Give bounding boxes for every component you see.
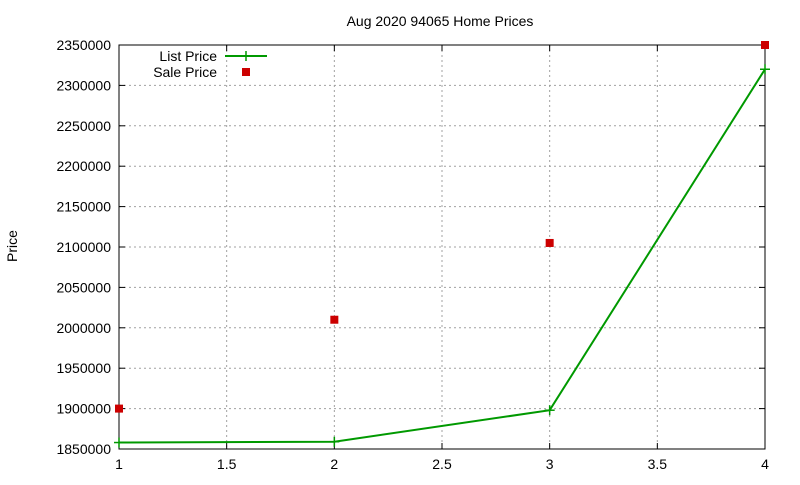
y-tick-label: 1950000 bbox=[56, 360, 111, 376]
y-tick-label: 2250000 bbox=[56, 118, 111, 134]
legend-swatch-marker bbox=[242, 68, 250, 76]
data-point bbox=[545, 238, 554, 247]
y-tick-label: 2150000 bbox=[56, 199, 111, 215]
y-tick-label: 1900000 bbox=[56, 401, 111, 417]
y-tick-label: 2350000 bbox=[56, 37, 111, 53]
grid bbox=[119, 45, 765, 449]
data-point bbox=[330, 315, 339, 324]
x-tick-label: 4 bbox=[761, 456, 769, 472]
y-tick-label: 2050000 bbox=[56, 279, 111, 295]
x-tick-label: 1 bbox=[115, 456, 123, 472]
y-tick-label: 2000000 bbox=[56, 320, 111, 336]
labels: Aug 2020 94065 Home Prices Price bbox=[4, 13, 533, 262]
plot-area bbox=[114, 41, 770, 448]
y-tick-label: 1850000 bbox=[56, 441, 111, 457]
data-point bbox=[761, 41, 769, 49]
legend-label: List Price bbox=[159, 48, 217, 64]
x-tick-label: 2.5 bbox=[432, 456, 452, 472]
y-tick-label: 2200000 bbox=[56, 158, 111, 174]
x-tick-label: 1.5 bbox=[217, 456, 237, 472]
x-tick-label: 3 bbox=[546, 456, 554, 472]
axes: 1 1.5 2 2.5 3 3.5 4 1850000 1900000 1950000 200000… bbox=[56, 37, 769, 472]
series-line bbox=[118, 68, 766, 444]
y-axis-label: Price bbox=[4, 230, 20, 262]
y-tick-label: 2100000 bbox=[56, 239, 111, 255]
chart-title: Aug 2020 94065 Home Prices bbox=[347, 13, 534, 29]
y-tick-label: 2300000 bbox=[56, 77, 111, 93]
series-2 bbox=[115, 41, 769, 413]
x-tick-label: 2 bbox=[330, 456, 338, 472]
series-1 bbox=[114, 64, 770, 448]
legend-label: Sale Price bbox=[153, 64, 217, 80]
data-point bbox=[115, 404, 123, 413]
x-tick-label: 3.5 bbox=[648, 456, 668, 472]
